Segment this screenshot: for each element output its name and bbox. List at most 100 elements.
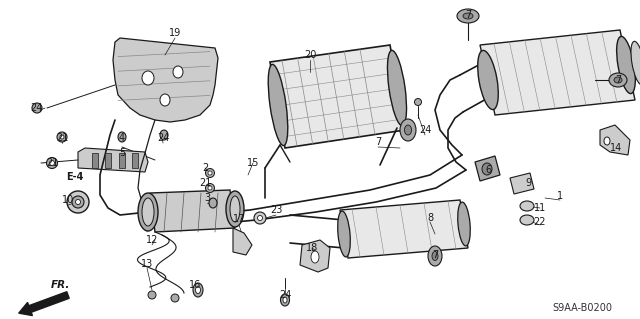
Ellipse shape — [604, 137, 610, 145]
Ellipse shape — [617, 36, 636, 93]
Ellipse shape — [387, 50, 406, 126]
Ellipse shape — [257, 216, 262, 220]
Text: S9AA-B0200: S9AA-B0200 — [552, 303, 612, 313]
Polygon shape — [270, 45, 405, 148]
Text: 24: 24 — [419, 125, 431, 135]
Text: 8: 8 — [427, 213, 433, 223]
Ellipse shape — [138, 193, 158, 231]
Bar — [92, 153, 98, 168]
Ellipse shape — [230, 196, 240, 222]
Text: 17: 17 — [233, 214, 245, 224]
Polygon shape — [510, 173, 534, 194]
Bar — [119, 153, 125, 168]
Ellipse shape — [57, 132, 67, 142]
Ellipse shape — [415, 99, 422, 106]
Ellipse shape — [520, 215, 534, 225]
Ellipse shape — [463, 13, 473, 19]
Ellipse shape — [76, 199, 81, 204]
Ellipse shape — [208, 186, 212, 190]
Ellipse shape — [160, 94, 170, 106]
Text: 7: 7 — [432, 250, 438, 260]
Ellipse shape — [400, 119, 416, 141]
Ellipse shape — [32, 103, 42, 113]
Text: 19: 19 — [169, 28, 181, 38]
Text: 4: 4 — [119, 133, 125, 143]
Ellipse shape — [67, 191, 89, 213]
Text: 10: 10 — [62, 195, 74, 205]
Ellipse shape — [226, 191, 244, 227]
Text: 23: 23 — [270, 205, 282, 215]
Polygon shape — [480, 30, 635, 115]
Ellipse shape — [173, 66, 183, 78]
Text: 6: 6 — [485, 165, 491, 175]
Text: 24: 24 — [279, 290, 291, 300]
Ellipse shape — [457, 9, 479, 23]
Text: 16: 16 — [189, 280, 201, 290]
Ellipse shape — [208, 171, 212, 175]
Text: 24: 24 — [157, 133, 169, 143]
Text: 12: 12 — [146, 235, 158, 245]
Ellipse shape — [432, 251, 438, 261]
Ellipse shape — [142, 198, 154, 226]
Ellipse shape — [72, 196, 84, 208]
Polygon shape — [300, 240, 330, 272]
Text: 21: 21 — [56, 133, 68, 143]
Text: 21: 21 — [46, 158, 58, 168]
Text: 7: 7 — [465, 10, 471, 20]
Ellipse shape — [171, 294, 179, 302]
Ellipse shape — [280, 294, 289, 306]
Text: 24: 24 — [30, 103, 42, 113]
Ellipse shape — [254, 212, 266, 224]
Polygon shape — [475, 156, 500, 181]
Ellipse shape — [338, 211, 350, 257]
Polygon shape — [113, 38, 218, 122]
Ellipse shape — [49, 160, 54, 166]
Polygon shape — [600, 125, 630, 155]
Ellipse shape — [404, 125, 412, 135]
FancyArrow shape — [19, 292, 69, 315]
Ellipse shape — [205, 168, 214, 177]
Text: 11: 11 — [534, 203, 546, 213]
Ellipse shape — [631, 41, 640, 85]
Text: 15: 15 — [247, 158, 259, 168]
Text: 2: 2 — [202, 163, 208, 173]
Ellipse shape — [160, 130, 168, 140]
Text: 20: 20 — [304, 50, 316, 60]
Ellipse shape — [520, 201, 534, 211]
Ellipse shape — [477, 50, 499, 110]
Ellipse shape — [60, 135, 64, 139]
Text: FR.: FR. — [51, 280, 70, 290]
Ellipse shape — [268, 64, 288, 145]
Text: 14: 14 — [610, 143, 622, 153]
Text: 18: 18 — [306, 243, 318, 253]
Polygon shape — [150, 190, 235, 232]
Text: 3: 3 — [204, 193, 210, 203]
Ellipse shape — [118, 132, 126, 142]
Ellipse shape — [311, 251, 319, 263]
Ellipse shape — [482, 163, 492, 175]
Ellipse shape — [195, 286, 200, 293]
Ellipse shape — [148, 291, 156, 299]
Ellipse shape — [142, 71, 154, 85]
Bar — [132, 153, 138, 168]
Ellipse shape — [209, 198, 217, 208]
Ellipse shape — [283, 297, 287, 303]
Text: 7: 7 — [615, 75, 621, 85]
Ellipse shape — [428, 246, 442, 266]
Bar — [105, 153, 111, 168]
Polygon shape — [340, 200, 468, 258]
Ellipse shape — [609, 73, 627, 87]
Text: E-4: E-4 — [67, 172, 84, 182]
Ellipse shape — [458, 202, 470, 246]
Text: 22: 22 — [534, 217, 547, 227]
Text: 1: 1 — [557, 191, 563, 201]
Polygon shape — [233, 228, 252, 255]
Text: 13: 13 — [141, 259, 153, 269]
Ellipse shape — [205, 183, 214, 192]
Ellipse shape — [193, 283, 203, 297]
Ellipse shape — [614, 77, 622, 83]
Text: 5: 5 — [119, 148, 125, 158]
Ellipse shape — [47, 158, 58, 168]
Text: 7: 7 — [375, 137, 381, 147]
Text: 21: 21 — [199, 178, 211, 188]
